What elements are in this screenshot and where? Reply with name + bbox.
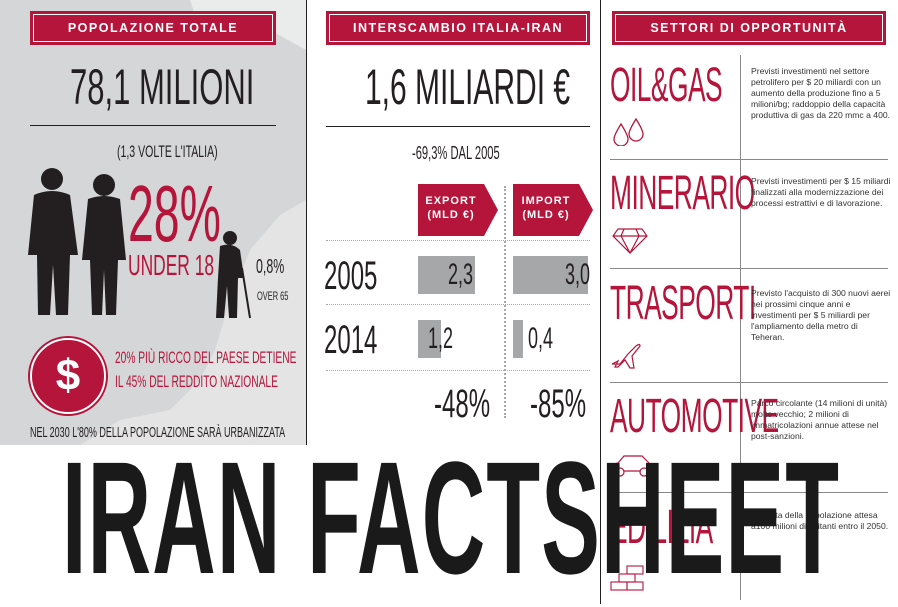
export-2005-bar	[418, 256, 475, 294]
sector-minerario-title: MINERARIO	[610, 167, 755, 220]
population-ratio: (1,3 VOLTE L'ITALIA)	[117, 142, 218, 161]
sector-oil-gas-title: OIL&GAS	[610, 59, 723, 112]
elderly-silhouette	[216, 231, 251, 319]
urbanization-note: NEL 2030 L'80% DELLA POPOLAZIONE SARÀ UR…	[30, 424, 286, 441]
export-header-shape	[418, 184, 498, 236]
sector-automotive-title: AUTOMOTIVE	[610, 390, 779, 443]
young-label: UNDER 18	[128, 250, 215, 282]
sector-edilizia-desc: Crescita della popolazione attesa a100 m…	[751, 510, 889, 531]
trade-total: 1,6 MILIARDI €	[365, 59, 571, 115]
trade-row-separator-bottom	[326, 370, 590, 371]
population-divider	[30, 125, 276, 126]
diamond-icon	[612, 228, 648, 254]
sectors-banner: SETTORI DI OPPORTUNITÀ	[612, 11, 886, 45]
sector-separator-2	[610, 268, 888, 269]
car-icon	[609, 455, 655, 477]
export-2014-value: 1,2	[428, 322, 454, 355]
sectors-inner-divider	[740, 55, 741, 600]
trade-banner-label: INTERSCAMBIO ITALIA-IRAN	[352, 21, 564, 35]
trade-row-separator-top	[326, 240, 590, 241]
sector-trasporti-desc: Previsto l'acquisto di 300 nuovi aerei n…	[751, 288, 891, 342]
trade-change: -69,3% DAL 2005	[412, 143, 500, 163]
old-percentage: 0,8%	[256, 256, 285, 278]
wealth-line-2: IL 45% DEL REDDITO NAZIONALE	[115, 372, 278, 391]
export-2014-bar	[418, 320, 441, 358]
sector-edilizia-title: EDILIZIA	[610, 501, 713, 554]
import-header-shape	[513, 184, 593, 236]
population-banner-label: POPOLAZIONE TOTALE	[67, 21, 239, 35]
adult-silhouettes	[28, 168, 126, 315]
sector-separator-3	[610, 382, 888, 383]
drops-icon	[613, 118, 644, 146]
export-change: -48%	[434, 382, 491, 426]
row-2014-year: 2014	[324, 318, 378, 362]
import-2005-value: 3,0	[565, 258, 591, 291]
sector-oil-gas-desc: Previsti investimenti nel settore petrol…	[751, 66, 891, 120]
trade-column-separator	[504, 186, 506, 418]
export-unit: (MLD €)	[427, 209, 475, 221]
population-total: 78,1 MILIONI	[70, 59, 255, 115]
import-label: IMPORT	[521, 195, 571, 207]
import-2014-value: 0,4	[528, 322, 554, 355]
export-header: EXPORT (MLD €)	[418, 194, 484, 222]
young-percentage: 28%	[128, 169, 221, 258]
import-unit: (MLD €)	[522, 209, 570, 221]
headline-area	[0, 445, 600, 604]
sectors-banner-label: SETTORI DI OPPORTUNITÀ	[650, 21, 848, 35]
sector-separator-4	[610, 492, 888, 493]
column-divider-1	[306, 0, 307, 604]
bricks-icon	[610, 565, 644, 591]
row-2005-year: 2005	[324, 254, 378, 298]
import-change: -85%	[530, 382, 587, 426]
import-header: IMPORT (MLD €)	[513, 194, 579, 222]
trade-banner: INTERSCAMBIO ITALIA-IRAN	[326, 11, 590, 45]
airplane-icon	[611, 343, 641, 369]
column-divider-2	[600, 0, 601, 604]
trade-divider	[326, 126, 590, 127]
export-2005-value: 2,3	[448, 258, 474, 291]
sector-minerario-desc: Previsti investimenti per $ 15 miliardi …	[751, 176, 891, 208]
trade-row-separator-mid	[326, 304, 590, 305]
sector-automotive-desc: Parco circolante (14 milioni di unità) m…	[751, 398, 888, 441]
dollar-icon: $	[30, 338, 106, 414]
import-2014-bar	[513, 320, 523, 358]
sector-separator-1	[610, 159, 888, 160]
population-banner: POPOLAZIONE TOTALE	[30, 11, 276, 45]
wealth-line-1: 20% PIÙ RICCO DEL PAESE DETIENE	[115, 348, 297, 367]
old-label: OVER 65	[257, 289, 289, 303]
sector-trasporti-title: TRASPORTI	[610, 277, 756, 330]
import-2005-bar	[513, 256, 588, 294]
dollar-symbol: $	[55, 351, 81, 400]
export-label: EXPORT	[425, 195, 477, 207]
headline-title: IRAN FACTSHEET	[62, 428, 841, 607]
